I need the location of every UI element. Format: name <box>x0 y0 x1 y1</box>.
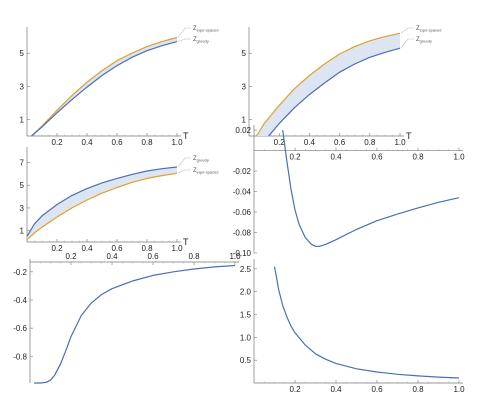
y-tick-label: -0.02 <box>233 167 252 176</box>
chart-panel-4: 0.2 0.4 0.6 0.8 1.00.02-0.02-0.04-0.06-0.08-… <box>233 125 465 258</box>
y-tick-label: -0.08 <box>233 229 252 238</box>
x-tick-label: 0.6 <box>111 138 123 147</box>
series-line-1 <box>26 166 178 237</box>
x-tick-label: 0.8 <box>364 138 376 147</box>
series-line-1 <box>273 266 460 379</box>
band-fill <box>256 33 400 136</box>
y-tick-label: -0.06 <box>233 208 252 217</box>
y-tick-label: 3 <box>20 204 25 213</box>
y-tick-label: -0.6 <box>13 324 27 333</box>
legend-leader <box>400 27 414 34</box>
y-tick-label: -0.2 <box>13 268 27 277</box>
x-tick-label: 1.0 <box>171 244 183 253</box>
x-tick-label: 0.2 <box>274 138 286 147</box>
y-tick-label: -0.10 <box>233 249 252 258</box>
y-tick-label: 2.0 <box>240 288 252 297</box>
x-tick-label: 0.6 <box>111 244 123 253</box>
x-tick-label: 0.6 <box>334 138 346 147</box>
chart-panel-5: 0.2 0.4 0.6 0.8 1.0 -0.2 -0.4 -0.6 -0.8 <box>13 252 241 384</box>
x-tick-label: 0.8 <box>141 244 153 253</box>
series-line-2 <box>26 172 178 241</box>
x-tick-label: 0.2 <box>289 385 301 394</box>
y-tick-label: 5 <box>242 49 247 58</box>
x-tick-label: 0.6 <box>371 385 383 394</box>
x-tick-label: 1.0 <box>453 385 465 394</box>
y-tick-label: 0.5 <box>240 356 252 365</box>
x-tick-label: 1.0 <box>171 138 183 147</box>
legend-entry: Zgreedy <box>416 37 432 44</box>
x-tick-label: 0.2 <box>289 153 301 162</box>
y-tick-label: -0.04 <box>233 188 252 197</box>
legend-entry: Zequi-spaced <box>193 168 218 175</box>
legend-leader <box>177 27 191 38</box>
x-axis-label: T <box>406 131 412 141</box>
series-line-2 <box>31 41 178 137</box>
y-tick-label: -0.4 <box>13 296 27 305</box>
x-tick-label: 0.8 <box>188 252 200 261</box>
x-tick-label: 0.4 <box>81 138 93 147</box>
legend-entry: Zgreedy <box>193 156 209 163</box>
legend-entry: Zequi-spaced <box>416 26 441 33</box>
y-tick-label: 5 <box>20 181 25 190</box>
band-fill <box>31 37 177 136</box>
y-tick-label: 2.5 <box>240 265 252 274</box>
x-tick-label: 1.0 <box>229 252 241 261</box>
y-tick-label: 7 <box>20 158 25 167</box>
chart-panel-2: 0.2 0.4 0.6 0.8 1.0 1 3 5 T Zequi-spaced Zgreedy <box>242 26 442 147</box>
series-line-1 <box>256 32 401 137</box>
series-line-1 <box>31 36 178 137</box>
y-tick-label: 1 <box>242 115 247 124</box>
y-tick-label: -0.8 <box>13 352 27 361</box>
legend-entry: Zgreedy <box>193 37 209 44</box>
x-tick-label: 0.4 <box>304 138 316 147</box>
chart-panel-1: 0.2 0.4 0.6 0.8 1.0 1 3 5 T Zequi-spaced Zgreedy <box>20 26 219 147</box>
y-tick-label: 5 <box>20 49 25 58</box>
y-tick-label: 0.02 <box>235 126 251 135</box>
x-tick-label: 1.0 <box>453 153 465 162</box>
x-tick-label: 0.4 <box>330 153 342 162</box>
x-tick-label: 0.8 <box>412 385 424 394</box>
band-fill <box>27 167 177 240</box>
y-tick-label: 1 <box>20 227 25 236</box>
y-tick-label: 1.5 <box>240 311 252 320</box>
y-tick-label: 3 <box>242 82 247 91</box>
legend-leader <box>400 38 414 49</box>
series-line-1 <box>34 264 236 384</box>
legend-leader <box>177 157 191 168</box>
x-tick-label: 0.8 <box>412 153 424 162</box>
y-tick-label: 3 <box>20 82 25 91</box>
chart-panel-6: 0.2 0.4 0.6 0.8 1.0 0.5 1.0 1.5 2.0 2.5 <box>240 259 465 394</box>
x-tick-label: 0.8 <box>141 138 153 147</box>
x-tick-label: 0.4 <box>330 385 342 394</box>
legend-leader <box>177 169 191 174</box>
chart-panel-3: 0.2 0.4 0.6 0.8 1.0 1 3 5 7 T Zgreedy Zequi-spaced <box>20 147 218 253</box>
x-tick-label: 0.6 <box>147 252 159 261</box>
x-axis-label: T <box>183 131 189 141</box>
y-tick-label: 1 <box>20 115 25 124</box>
y-tick-label: 1.0 <box>240 333 252 342</box>
x-tick-label: 0.2 <box>51 138 63 147</box>
x-tick-label: 1.0 <box>394 138 406 147</box>
series-line-1 <box>282 129 460 247</box>
legend-entry: Zequi-spaced <box>193 26 218 33</box>
legend-leader <box>177 38 191 42</box>
x-tick-label: 0.6 <box>371 153 383 162</box>
series-line-2 <box>268 47 401 137</box>
x-tick-label: 0.2 <box>65 252 77 261</box>
x-tick-label: 0.4 <box>106 252 118 261</box>
x-tick-label: 0.4 <box>81 244 93 253</box>
x-tick-label: 0.2 <box>51 244 63 253</box>
x-axis-label: T <box>183 237 189 247</box>
